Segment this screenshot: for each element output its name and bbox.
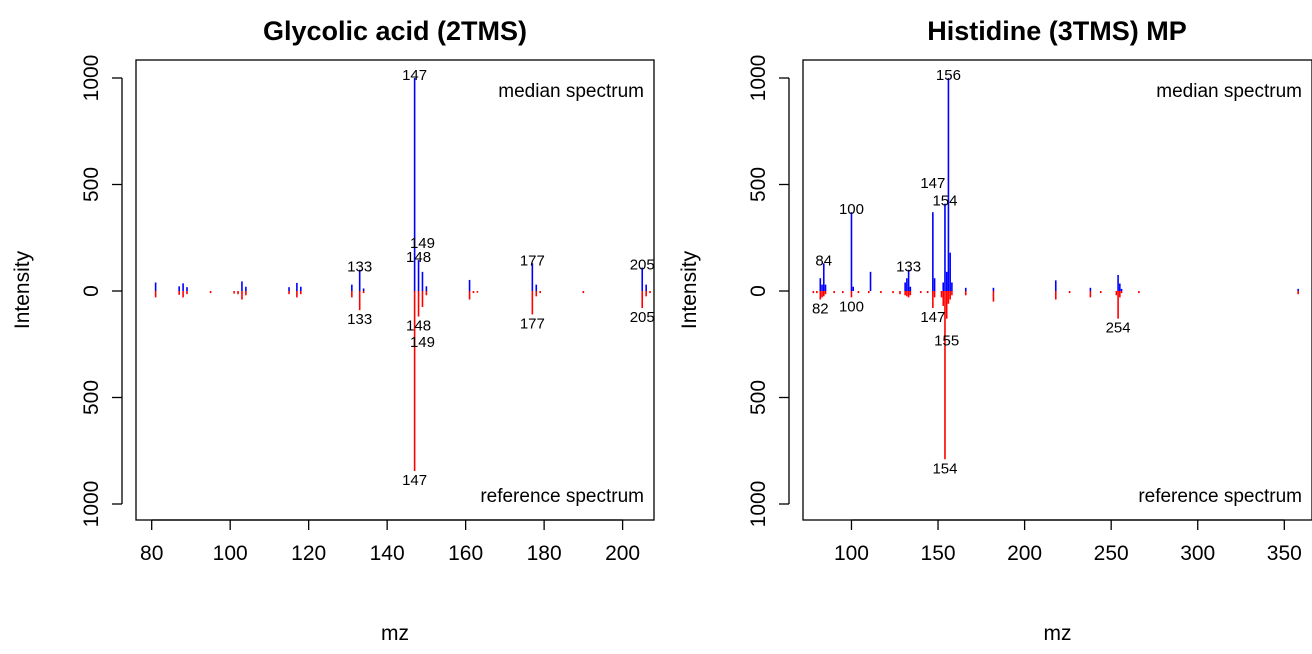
peak-label-reference: 149 xyxy=(410,334,435,351)
x-axis: 80 100 120 140 160 180 200 xyxy=(140,519,640,565)
peak-label-reference: 133 xyxy=(347,311,372,328)
chart-histidine: Histidine (3TMS) MP 100 150 200 250 300 350 mz 0… xyxy=(678,16,1312,645)
x-axis: 100 150 200 250 300 350 xyxy=(834,519,1302,565)
y-tick-label: 1000 xyxy=(80,55,103,102)
y-tick-label: 1000 xyxy=(747,55,770,102)
y-tick-label: 1000 xyxy=(747,481,770,528)
peak-label-median: 133 xyxy=(347,259,372,276)
y-tick-label: 500 xyxy=(80,380,103,415)
peak-label-median: 177 xyxy=(520,252,545,269)
peak-label-median: 156 xyxy=(936,67,961,84)
peak-label-reference: 148 xyxy=(406,318,431,335)
chart-title: Glycolic acid (2TMS) xyxy=(263,16,527,46)
y-tick-label: 500 xyxy=(80,167,103,202)
x-tick-label: 140 xyxy=(370,542,405,565)
y-tick-label: 1000 xyxy=(80,481,103,528)
y-axis: 0 500 1000 500 1000 xyxy=(747,55,790,528)
x-tick-label: 180 xyxy=(527,542,562,565)
x-tick-label: 150 xyxy=(921,542,956,565)
chart-title: Histidine (3TMS) MP xyxy=(927,16,1187,46)
peak-label-median: 205 xyxy=(630,257,655,274)
annotation-reference-spectrum: reference spectrum xyxy=(1138,486,1302,507)
y-tick-label: 0 xyxy=(80,285,103,297)
peak-label-median: 133 xyxy=(896,259,921,276)
plot-frame xyxy=(802,59,1312,521)
peak-label-median: 148 xyxy=(406,249,431,266)
x-tick-label: 350 xyxy=(1267,542,1302,565)
y-axis-label: Intensity xyxy=(678,250,701,329)
y-tick-label: 0 xyxy=(747,285,770,297)
x-axis-label: mz xyxy=(1044,622,1072,645)
x-tick-label: 300 xyxy=(1180,542,1215,565)
peak-label-reference: 100 xyxy=(839,298,864,315)
peak-label-median: 84 xyxy=(815,252,832,269)
x-axis-label: mz xyxy=(381,622,409,645)
peak-label-median: 147 xyxy=(920,175,945,192)
plot-frame xyxy=(135,59,655,521)
x-tick-label: 80 xyxy=(140,542,163,565)
peak-label-median: 147 xyxy=(402,67,427,84)
peak-label-reference: 155 xyxy=(934,333,959,350)
x-tick-label: 200 xyxy=(1007,542,1042,565)
y-axis-label: Intensity xyxy=(11,250,34,329)
y-tick-label: 500 xyxy=(747,380,770,415)
peak-label-reference: 147 xyxy=(920,309,945,326)
peak-label-reference: 254 xyxy=(1106,320,1131,337)
peak-label-median: 100 xyxy=(839,201,864,218)
x-tick-label: 200 xyxy=(605,542,640,565)
x-tick-label: 120 xyxy=(291,542,326,565)
x-tick-label: 250 xyxy=(1094,542,1129,565)
y-tick-label: 500 xyxy=(747,167,770,202)
peak-label-reference: 177 xyxy=(520,315,545,332)
peak-label-reference: 82 xyxy=(812,301,829,318)
x-tick-label: 100 xyxy=(213,542,248,565)
y-axis: 0 500 1000 500 1000 xyxy=(80,55,123,528)
chart-glycolic-acid: Glycolic acid (2TMS) 80 100 120 140 160 180 200… xyxy=(11,16,655,645)
x-tick-label: 160 xyxy=(448,542,483,565)
reference-spectrum-series xyxy=(154,291,651,471)
annotation-median-spectrum: median spectrum xyxy=(498,81,644,102)
annotation-median-spectrum: median spectrum xyxy=(1156,81,1302,102)
peak-label-reference: 205 xyxy=(630,309,655,326)
annotation-reference-spectrum: reference spectrum xyxy=(480,486,644,507)
x-tick-label: 100 xyxy=(834,542,869,565)
median-spectrum-series xyxy=(819,78,1299,291)
median-spectrum-series xyxy=(154,78,647,291)
peak-label-reference: 147 xyxy=(402,472,427,489)
peak-label-reference: 154 xyxy=(932,460,957,477)
peak-label-median: 149 xyxy=(410,235,435,252)
reference-spectrum-series xyxy=(812,291,1299,460)
peak-label-median: 154 xyxy=(932,193,957,210)
